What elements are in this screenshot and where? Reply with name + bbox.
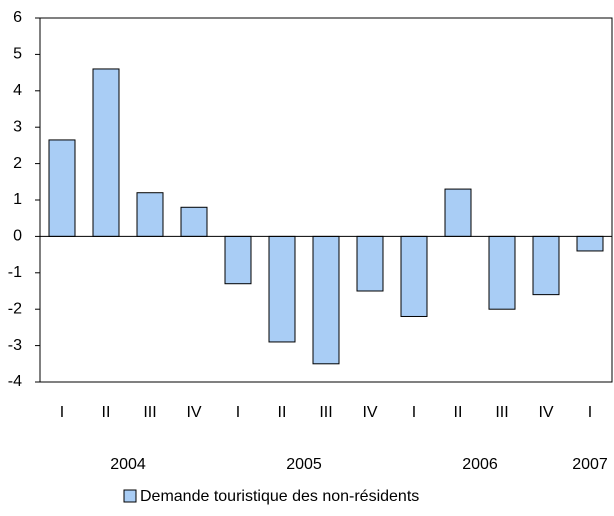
y-tick-label: -2: [8, 300, 22, 317]
x-tick-label: II: [278, 404, 287, 421]
bar: [312, 235, 340, 365]
y-tick-label: 6: [13, 9, 22, 26]
x-tick-label: III: [319, 404, 332, 421]
bar: [576, 235, 604, 252]
bar: [224, 235, 252, 285]
y-tick-label: -4: [8, 373, 22, 390]
x-tick-label: II: [454, 404, 463, 421]
x-tick-label: IV: [362, 404, 377, 421]
x-tick-label: III: [495, 404, 508, 421]
y-tick-label: 3: [13, 118, 22, 135]
y-tick-label: 5: [13, 46, 22, 63]
bar: [136, 192, 164, 237]
y-tick-label: -1: [8, 264, 22, 281]
legend-swatch: [123, 489, 137, 503]
y-tick-label: -3: [8, 337, 22, 354]
year-label: 2005: [286, 456, 322, 473]
x-tick-label: I: [412, 404, 416, 421]
y-tick-label: 1: [13, 191, 22, 208]
bar: [180, 206, 208, 237]
plot-frame: [39, 17, 613, 383]
x-tick-label: II: [102, 404, 111, 421]
bar: [268, 235, 296, 343]
x-tick-label: I: [588, 404, 592, 421]
bar: [356, 235, 384, 292]
bar: [444, 188, 472, 237]
x-tick-label: IV: [538, 404, 553, 421]
x-tick-label: III: [143, 404, 156, 421]
x-tick-label: I: [60, 404, 64, 421]
year-label: 2004: [110, 456, 146, 473]
bar: [48, 139, 76, 237]
bar: [400, 235, 428, 317]
y-tick-label: 0: [13, 228, 22, 245]
y-tick-label: 4: [13, 82, 22, 99]
legend-label: Demande touristique des non-résidents: [140, 488, 419, 505]
y-tick-label: 2: [13, 155, 22, 172]
bar: [488, 235, 516, 310]
x-tick-label: IV: [186, 404, 201, 421]
year-label: 2006: [462, 456, 498, 473]
x-tick-label: I: [236, 404, 240, 421]
bar: [92, 68, 120, 237]
year-label: 2007: [572, 456, 608, 473]
bar: [532, 235, 560, 296]
